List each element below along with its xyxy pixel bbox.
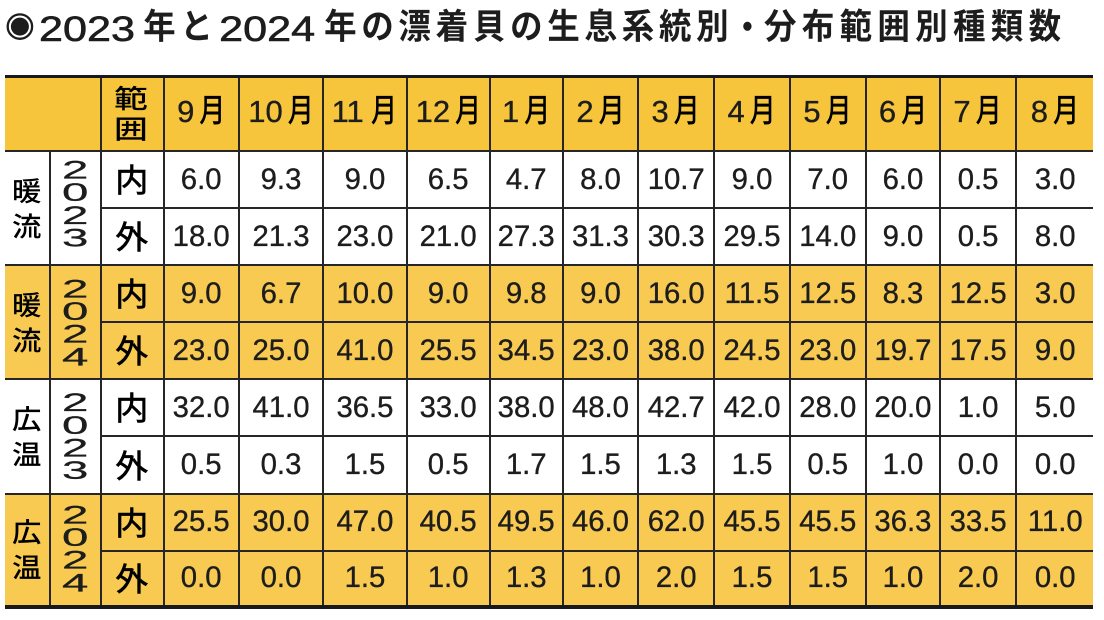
svg-text:2: 2 [62, 390, 88, 418]
svg-text:8: 8 [1031, 94, 1048, 129]
svg-text:3: 3 [652, 94, 669, 129]
svg-text:4: 4 [728, 94, 745, 129]
svg-text:0: 0 [62, 524, 88, 552]
svg-text:4: 4 [62, 569, 88, 597]
svg-text:0: 0 [62, 298, 88, 326]
svg-text:7: 7 [954, 94, 971, 129]
svg-text:6: 6 [878, 94, 895, 129]
svg-text:2: 2 [62, 202, 88, 230]
svg-text:0: 0 [62, 179, 88, 207]
svg-text:4: 4 [62, 344, 88, 372]
svg-text:3: 3 [62, 458, 88, 486]
svg-text:11: 11 [332, 94, 364, 129]
svg-text:2023: 2023 [39, 10, 135, 49]
svg-text:1: 1 [502, 94, 519, 129]
svg-text:12: 12 [415, 94, 449, 129]
svg-text:10: 10 [248, 94, 282, 129]
svg-text:2024: 2024 [219, 10, 315, 49]
svg-text:2: 2 [62, 157, 88, 185]
svg-text:3: 3 [62, 225, 88, 253]
svg-text:2: 2 [62, 276, 88, 304]
svg-text:2: 2 [576, 94, 593, 129]
svg-text:2: 2 [62, 321, 88, 349]
svg-text:2: 2 [62, 501, 88, 529]
svg-text:9: 9 [177, 94, 194, 129]
svg-text:2: 2 [62, 435, 88, 463]
svg-text:0: 0 [62, 412, 88, 440]
svg-text:2: 2 [62, 546, 88, 574]
svg-text:5: 5 [803, 94, 820, 129]
